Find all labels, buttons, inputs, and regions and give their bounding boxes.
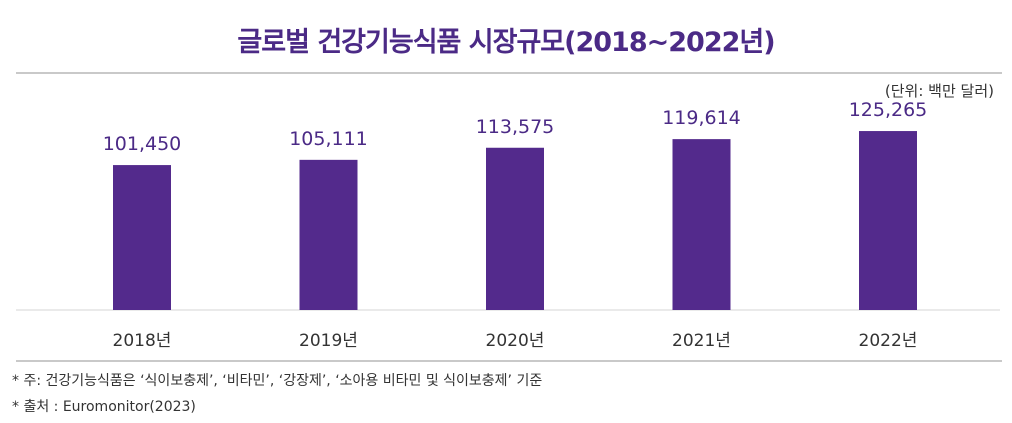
value-label-0: 101,450	[103, 133, 182, 155]
value-labels-group: 101,450 105,111 113,575 119,614 125,265	[103, 99, 928, 155]
footnote-note: * 주: 건강기능식품은 ‘식이보충제’, ‘비타민’, ‘강장제’, ‘소아용…	[12, 373, 543, 389]
bar-3	[672, 139, 731, 310]
value-label-2: 113,575	[476, 116, 555, 138]
value-label-3: 119,614	[662, 107, 741, 129]
x-tick-label-4: 2022년	[859, 331, 918, 351]
bar-0	[113, 165, 171, 310]
value-label-1: 105,111	[289, 128, 368, 150]
x-tick-label-0: 2018년	[113, 331, 172, 351]
title-divider	[16, 72, 1002, 74]
value-label-4: 125,265	[849, 99, 928, 121]
x-tick-label-3: 2021년	[672, 331, 731, 351]
x-tick-label-1: 2019년	[299, 331, 358, 351]
footnote-source: * 출처 : Euromonitor(2023)	[12, 399, 196, 415]
bar-4	[859, 131, 917, 310]
unit-note: (단위: 백만 달러)	[884, 82, 994, 100]
bar-chart: 101,450 105,111 113,575 119,614 125,265 2018…	[16, 99, 1000, 351]
bar-1	[299, 159, 358, 310]
bottom-divider	[16, 360, 1002, 362]
bars-group	[113, 131, 917, 310]
x-tick-labels-group: 2018년 2019년 2020년 2021년 2022년	[113, 331, 918, 351]
bar-2	[486, 147, 544, 310]
x-tick-label-2: 2020년	[486, 331, 545, 351]
chart-title: 글로벌 건강기능식품 시장규모(2018~2022년)	[237, 27, 775, 58]
